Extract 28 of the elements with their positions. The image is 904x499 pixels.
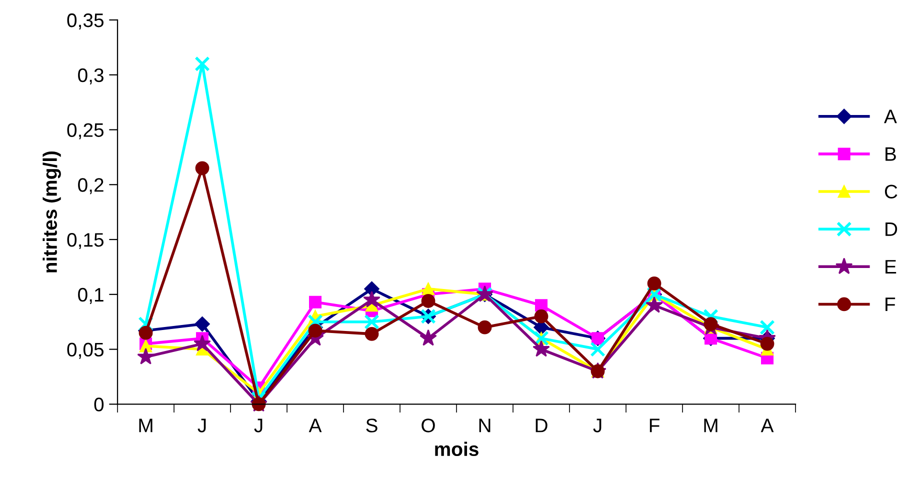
legend-label: B [886, 147, 896, 161]
x-tick-label: M [704, 418, 718, 432]
x-tick-label: J [198, 418, 206, 432]
y-tick-label: 0,05 [67, 342, 104, 359]
legend-label: C [884, 184, 898, 199]
y-axis-title: nitrites (mg/l) [42, 151, 61, 272]
x-tick-label: N [479, 418, 490, 432]
x-tick-label: A [308, 418, 322, 432]
x-tick-label: M [139, 418, 152, 432]
legend-label: F [886, 298, 896, 312]
y-tick-label: 0 [94, 398, 104, 412]
x-tick-label: J [593, 418, 602, 432]
y-tick-label: 0,15 [67, 232, 104, 250]
x-tick-label: O [422, 418, 435, 432]
y-tick-label: 0,1 [78, 288, 104, 304]
y-tick-label: 0,3 [78, 68, 104, 84]
x-tick-label: S [366, 418, 378, 432]
legend-label: D [886, 222, 898, 236]
x-tick-label: F [650, 418, 660, 432]
x-tick-label: J [254, 418, 262, 432]
y-tick-label: 0,2 [78, 178, 104, 194]
legend-label: E [886, 260, 896, 274]
y-tick-label: 0,25 [67, 123, 104, 140]
x-tick-label: A [760, 418, 774, 432]
y-tick-label: 0,35 [67, 13, 104, 30]
legend-label: A [884, 110, 897, 124]
x-axis-title: mois [435, 442, 478, 456]
x-tick-label: D [536, 418, 548, 432]
